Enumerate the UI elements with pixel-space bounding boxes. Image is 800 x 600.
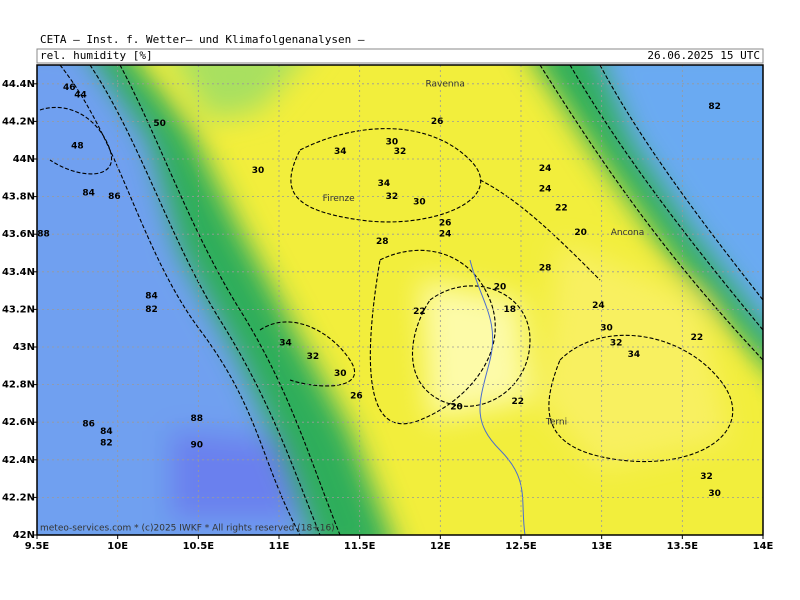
contour-label: 50: [153, 119, 166, 129]
y-tick-label: 43.2N: [2, 304, 35, 315]
contour-label: 82: [708, 102, 721, 112]
contour-label: 32: [386, 192, 399, 202]
header-bar: [36, 48, 764, 64]
contour-label: 32: [610, 339, 623, 349]
contour-label: 30: [386, 138, 399, 148]
x-tick-label: 9.5E: [25, 541, 50, 552]
y-tick-label: 44.2N: [2, 116, 35, 127]
contour-label: 28: [539, 264, 552, 274]
x-tick-label: 13.5E: [667, 541, 699, 552]
contour-label: 24: [539, 185, 552, 195]
contour-label: 82: [100, 438, 113, 448]
x-tick-label: 12.5E: [505, 541, 537, 552]
x-tick-label: 13E: [591, 541, 612, 552]
y-tick-label: 43.6N: [2, 229, 35, 240]
source-title: CETA — Inst. f. Wetter— und Klimafolgena…: [40, 33, 365, 46]
y-tick-label: 44.4N: [2, 79, 35, 90]
x-tick-label: 14E: [753, 541, 774, 552]
contour-label: 82: [145, 305, 158, 315]
contour-label: 90: [190, 440, 203, 450]
contour-label: 88: [190, 414, 203, 424]
y-tick-label: 42.4N: [2, 455, 35, 466]
y-tick-label: 43N: [13, 342, 35, 353]
contour-label: 84: [100, 427, 113, 437]
place-label: Firenze: [323, 194, 355, 204]
contour-label: 32: [700, 472, 713, 482]
contour-label: 24: [439, 230, 452, 240]
river: [469, 259, 526, 535]
x-tick-label: 10E: [107, 541, 128, 552]
y-tick-label: 44N: [13, 154, 35, 165]
contour-label: 20: [574, 228, 587, 238]
contour-label: 30: [708, 489, 721, 499]
contour-label: 22: [691, 333, 704, 343]
field-name: rel. humidity [%]: [40, 49, 153, 62]
contour-label: 86: [82, 420, 95, 430]
place-label: Ancona: [611, 228, 645, 238]
x-tick-label: 11E: [269, 541, 290, 552]
contour-label: 22: [512, 397, 525, 407]
contour-label: 20: [494, 282, 507, 292]
contour-label: 28: [376, 237, 389, 247]
contour-label: 24: [539, 164, 552, 174]
y-tick-label: 43.8N: [2, 192, 35, 203]
contour-label: 26: [431, 117, 444, 127]
y-tick-label: 42.6N: [2, 417, 35, 428]
contour-label: 48: [71, 141, 84, 151]
y-tick-label: 42.2N: [2, 492, 35, 503]
contour-label: 20: [450, 403, 463, 413]
contour-label: 22: [413, 307, 426, 317]
contour-label: 34: [334, 147, 347, 157]
contour-label: 30: [600, 324, 613, 334]
contour-label: 34: [378, 179, 391, 189]
overlay: 9.5E 10E 10.5E 11E 11.5E 12E 12.5E 13E 13.5E 14E 4…: [2, 79, 774, 552]
contour-label: 46: [63, 83, 76, 93]
x-tick-label: 10.5E: [183, 541, 215, 552]
contour-label: 24: [592, 301, 605, 311]
contour-label: 32: [394, 147, 407, 157]
place-label: Terni: [545, 418, 567, 428]
contour-label: 18: [503, 305, 516, 315]
copyright: meteo-services.com * (c)2025 IWKF * All …: [40, 524, 335, 534]
contour-label: 84: [82, 188, 95, 198]
contour-label: 34: [628, 350, 641, 360]
valid-time: 26.06.2025 15 UTC: [647, 49, 760, 62]
contours: [39, 65, 763, 535]
contour-label: 30: [334, 369, 347, 379]
contour-label: 86: [108, 192, 121, 202]
place-label: Ravenna: [425, 79, 464, 89]
contour-label: 26: [439, 218, 452, 228]
y-tick-label: 42N: [13, 530, 35, 541]
contour-label: 22: [555, 203, 568, 213]
contour-label: 34: [279, 339, 292, 349]
contour-label: 30: [413, 198, 426, 208]
map-frame: [36, 64, 764, 536]
field: [37, 65, 763, 535]
contour-label: 32: [307, 352, 320, 362]
y-tick-label: 43.4N: [2, 267, 35, 278]
contour-label: 88: [37, 230, 50, 240]
x-tick-label: 11.5E: [344, 541, 376, 552]
x-tick-label: 12E: [430, 541, 451, 552]
contour-label: 26: [350, 391, 363, 401]
contour-label: 84: [145, 292, 158, 302]
y-tick-label: 42.8N: [2, 380, 35, 391]
contour-label: 44: [74, 91, 87, 101]
contour-label: 30: [252, 166, 265, 176]
